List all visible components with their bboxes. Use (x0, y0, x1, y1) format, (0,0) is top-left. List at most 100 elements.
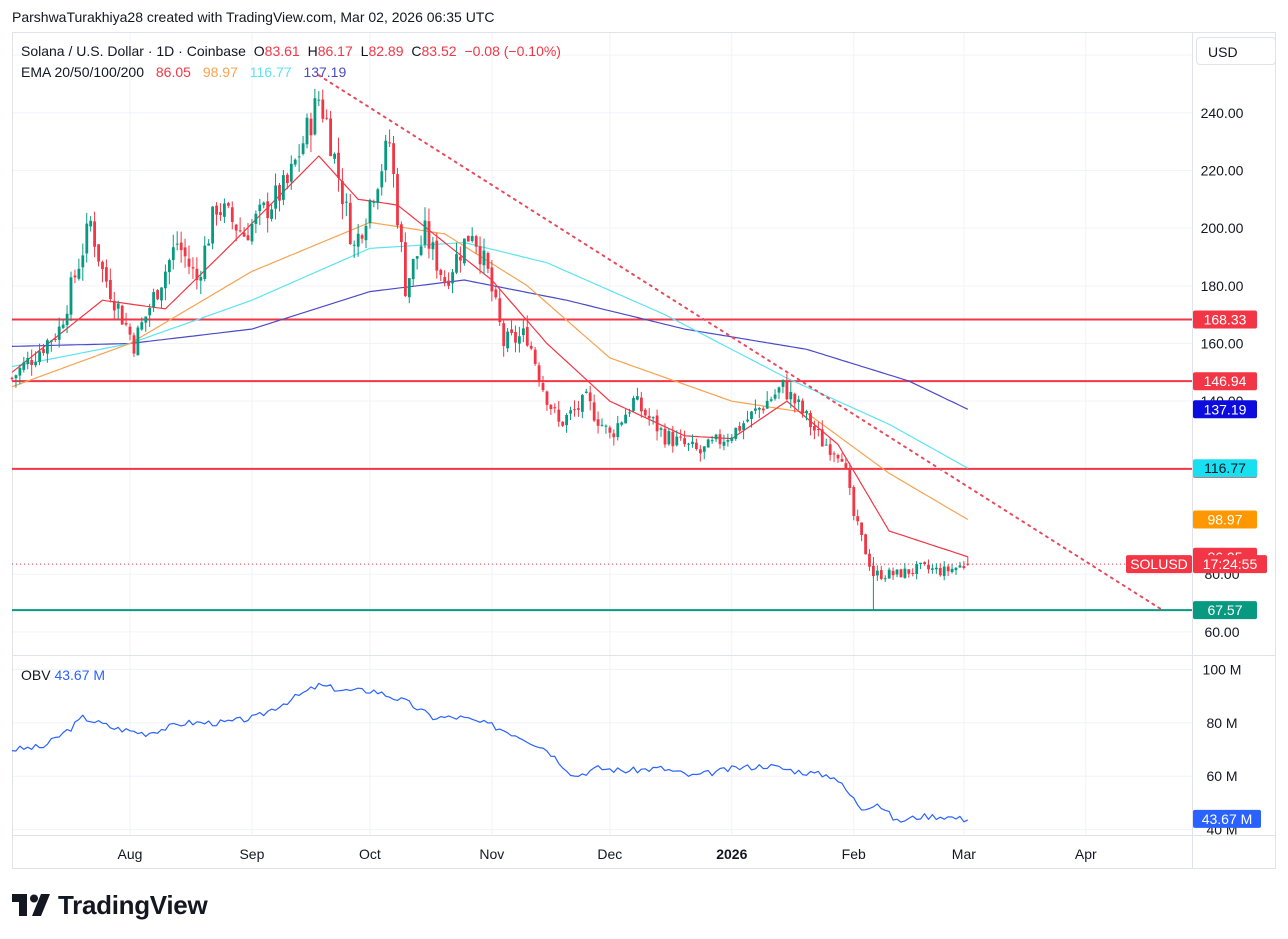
candle-body (10, 377, 14, 379)
candle-body (710, 440, 714, 442)
candle-body (518, 336, 521, 344)
candle-body (423, 220, 427, 245)
candle-body (734, 427, 738, 439)
close-label: C (411, 43, 422, 59)
symbol-legend-row: Solana / U.S. Dollar · 1D · Coinbase O83… (21, 41, 561, 62)
obv-tag-bg (1193, 809, 1261, 828)
candle-body (470, 236, 474, 241)
candle-body (124, 323, 128, 325)
candle-body (879, 570, 883, 579)
candle-body (923, 562, 926, 565)
ema50-price-tag-bg (1193, 510, 1257, 529)
obv-value: 43.67 M (54, 667, 106, 683)
tradingview-icon (12, 894, 50, 916)
obv-label[interactable]: OBV (21, 667, 51, 683)
candle-body (769, 399, 773, 401)
trendline-line (317, 74, 1162, 610)
high-value: 86.17 (317, 43, 353, 59)
candle-body (533, 349, 537, 364)
candle-body (352, 244, 356, 246)
candle-body (687, 443, 690, 445)
tradingview-logo[interactable]: TradingView (12, 888, 208, 922)
candle-body (817, 429, 820, 430)
level-price-tag: 67.57 (1207, 602, 1242, 618)
candle-body (85, 223, 89, 254)
level-price-tag-bg (1193, 310, 1257, 329)
symbol-title[interactable]: Solana / U.S. Dollar · 1D · Coinbase (21, 43, 246, 59)
candle-body (451, 272, 454, 284)
candle-body (938, 568, 942, 576)
level-price-tag: 146.94 (1204, 373, 1247, 389)
candle-body (832, 453, 836, 455)
candle-body (65, 313, 69, 326)
candle-body (22, 362, 26, 370)
candle-body (600, 424, 604, 426)
candle-body (738, 426, 742, 431)
candle-body (903, 568, 907, 578)
candle-body (604, 425, 608, 427)
candle-body (722, 441, 726, 446)
level-price-tag-bg (1193, 601, 1257, 620)
candle-body (911, 573, 915, 574)
chart-credit: ParshwaTurakhiya28 created with TradingV… (12, 9, 495, 25)
candle-body (439, 269, 443, 275)
candle-body (270, 209, 273, 219)
candle-body (706, 439, 710, 448)
candle-body (876, 570, 879, 576)
candle-body (289, 163, 293, 182)
price-levels (12, 318, 1192, 612)
candle-body (317, 99, 321, 101)
candle-body (651, 417, 655, 419)
candle-body (34, 362, 37, 366)
candle-body (695, 442, 698, 449)
candle-body (443, 277, 447, 284)
candle-body (541, 383, 545, 391)
candle-body (384, 140, 388, 171)
candle-body (348, 202, 352, 244)
ema-legend-row: EMA 20/50/100/200 86.05 98.97 116.77 137… (21, 62, 561, 83)
candle-body (293, 159, 297, 165)
candle-body (309, 118, 313, 136)
candle-body (502, 323, 506, 347)
level-price-tag: 168.33 (1204, 312, 1247, 328)
candle-body (813, 426, 816, 431)
candle-body (81, 255, 85, 268)
candle-body (57, 326, 61, 340)
ema100-price-tag-bg (1193, 459, 1257, 478)
candle-body (187, 258, 191, 267)
candle-body (514, 332, 517, 343)
candle-body (455, 254, 458, 273)
candle-body (691, 441, 694, 444)
candle-body (242, 232, 246, 237)
candle-body (211, 206, 214, 244)
candle-body (364, 225, 368, 241)
candle-body (282, 175, 285, 200)
candle-body (726, 440, 730, 442)
ema-legend-label[interactable]: EMA 20/50/100/200 (21, 64, 144, 80)
candle-body (120, 305, 124, 325)
candle-body (494, 289, 498, 298)
price-tick-label: 60.00 (1204, 624, 1239, 640)
time-axis: Aug Sep Oct Nov Dec 2026 Feb Mar Apr (118, 846, 1097, 862)
candle-body (396, 174, 399, 226)
candle-body (730, 437, 734, 441)
candle-body (683, 438, 686, 445)
open-value: 83.61 (264, 43, 300, 59)
candle-body (588, 392, 592, 402)
candle-body (620, 422, 624, 425)
candle-body (140, 322, 144, 330)
currency-button[interactable]: USD (1196, 37, 1276, 65)
time-tick-label: Dec (597, 846, 622, 862)
candle-body (777, 387, 781, 393)
candle-body (101, 261, 104, 270)
candle-body (463, 238, 466, 264)
candle-body (341, 181, 344, 205)
time-tick-label: Oct (359, 846, 381, 862)
time-tick-label: Nov (479, 846, 504, 862)
candle-body (907, 569, 911, 574)
candle-body (183, 247, 187, 257)
ema-lines (11, 155, 969, 558)
candle-body (577, 408, 580, 410)
candle-body (667, 431, 671, 445)
